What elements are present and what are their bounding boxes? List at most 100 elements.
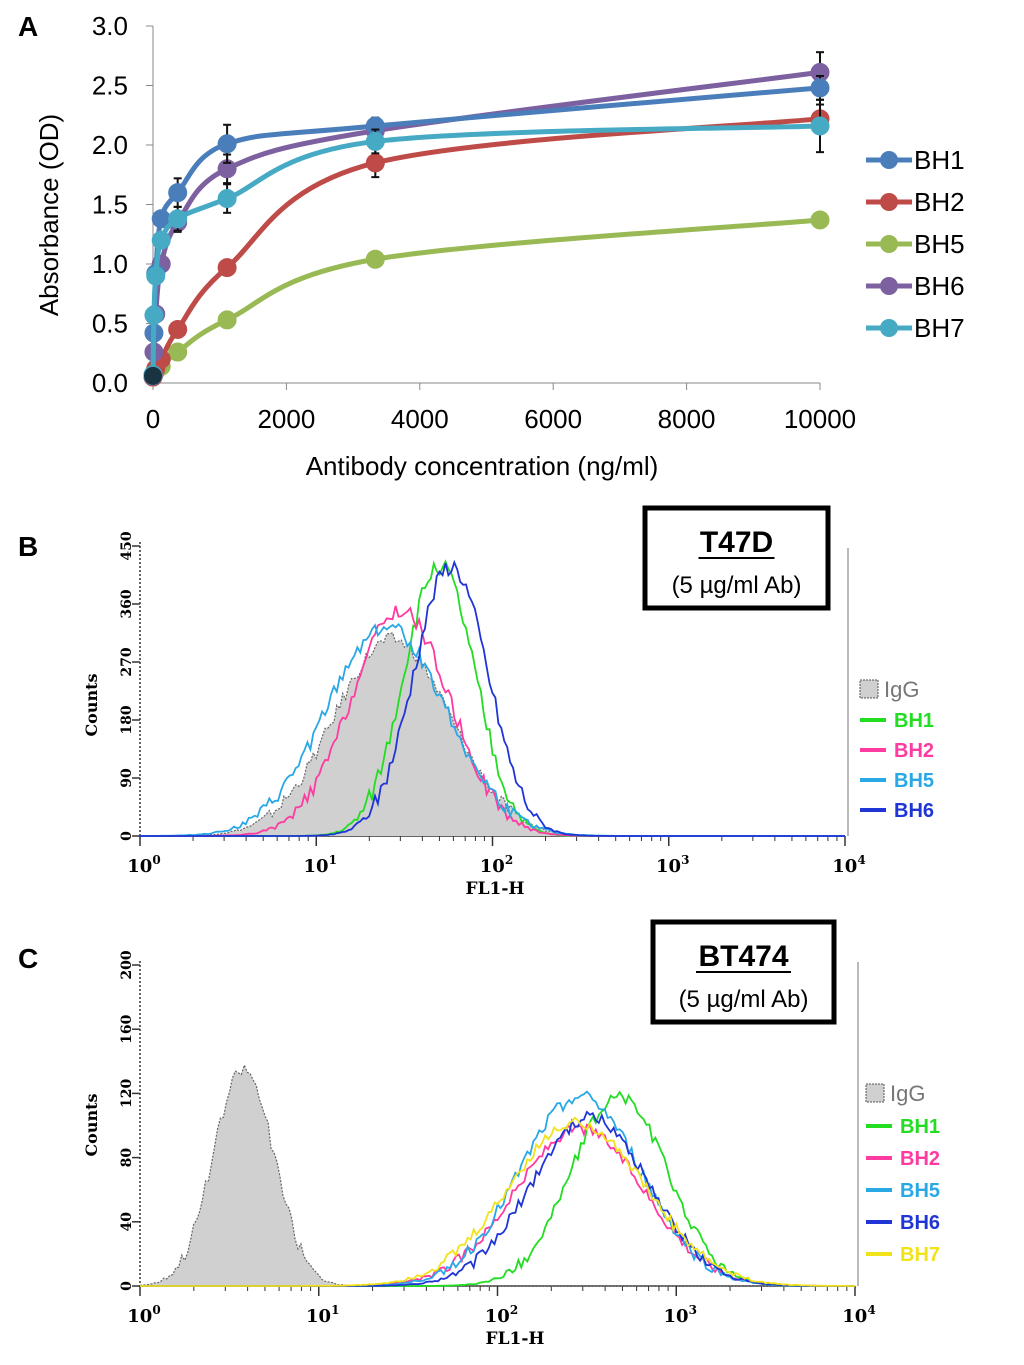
panel-a: A 0.0 0.5 1.0 1.5 2.0 2.5 3.0 0 2000 4000 6000 8000 1…: [18, 11, 965, 481]
panel-label: C: [18, 943, 38, 974]
legend-item-bh6: BH6: [860, 800, 934, 822]
x-tick-label: 100: [127, 1303, 160, 1327]
legend-marker: [880, 151, 898, 169]
series-bh6: [143, 51, 830, 386]
data-point: [168, 319, 188, 339]
histogram-bh6: [140, 559, 845, 837]
y-tick-label: 3.0: [92, 11, 128, 41]
x-tick-label: 102: [480, 853, 513, 877]
y-axis-title: Counts: [82, 673, 101, 736]
y-axis-title: Counts: [82, 1093, 101, 1156]
y-tick-label: 180: [119, 705, 135, 734]
y-tick-label: 80: [119, 1148, 135, 1168]
y-tick-label: 0: [119, 831, 135, 841]
legend-item-bh5: BH5: [860, 770, 934, 792]
x-tick-label: 103: [664, 1303, 697, 1327]
panel-title: T47D: [700, 526, 773, 559]
data-point: [146, 266, 166, 286]
legend-marker: [880, 277, 898, 295]
data-point: [365, 131, 385, 151]
legend-label: BH1: [894, 710, 934, 732]
x-tick-label: 102: [485, 1303, 518, 1327]
y-tick-label: 160: [119, 1014, 135, 1043]
title-box: T47D (5 µg/ml Ab): [642, 505, 831, 611]
x-tick-label: 104: [842, 1303, 875, 1327]
histogram-line: [140, 1116, 855, 1287]
panel-b: B 100 101 102 103 104 0 90 180 270 360 450 FL1-H Coun…: [18, 505, 934, 899]
y-tick-label: 270: [119, 647, 135, 676]
legend-item-bh1: BH1: [860, 710, 934, 732]
title-box: BT474 (5 µg/ml Ab): [650, 919, 837, 1025]
legend-item-bh6: BH6: [866, 1212, 940, 1234]
legend-label: BH1: [900, 1116, 940, 1138]
legend-item-igg: IgG: [865, 1081, 925, 1106]
data-point: [810, 78, 830, 98]
legend-label: BH5: [914, 229, 965, 259]
data-point: [168, 183, 188, 203]
x-tick-label: 100: [127, 853, 160, 877]
panel-title: BT474: [698, 940, 788, 973]
legend-item-bh7: BH7: [866, 313, 965, 343]
legend-label: BH5: [900, 1180, 940, 1202]
histogram-igg: [139, 1063, 855, 1287]
data-point: [365, 249, 385, 269]
y-tick-label: 2.0: [92, 130, 128, 160]
series-line: [150, 123, 823, 378]
data-point: [217, 310, 237, 330]
panel-subtitle: (5 µg/ml Ab): [672, 572, 802, 599]
y-tick-label: 200: [119, 950, 135, 979]
legend-item-bh2: BH2: [860, 740, 934, 762]
y-tick-label: 450: [119, 531, 135, 560]
panel-label: B: [18, 531, 38, 562]
y-tick-label: 90: [119, 768, 135, 788]
x-tick-label: 6000: [524, 404, 582, 434]
legend-label: BH2: [894, 740, 934, 762]
legend-label: BH6: [914, 271, 965, 301]
legend-label: BH7: [914, 313, 965, 343]
x-tick-label: 0: [146, 404, 160, 434]
histogram-fill: [140, 632, 845, 836]
x-tick-label: 10000: [784, 404, 856, 434]
legend-label: BH6: [894, 800, 934, 822]
legend-label: IgG: [890, 1081, 925, 1106]
legend-label: IgG: [884, 677, 919, 702]
y-axis-title: Absorbance (OD): [34, 114, 64, 316]
legend-item-bh2: BH2: [866, 1148, 940, 1170]
x-tick-label: 4000: [391, 404, 449, 434]
legend-label: BH2: [914, 187, 965, 217]
y-tick-label: 120: [119, 1079, 135, 1108]
legend-item-bh5: BH5: [866, 229, 965, 259]
data-point: [217, 134, 237, 154]
legend-item-bh1: BH1: [866, 1116, 940, 1138]
data-point: [151, 230, 171, 250]
y-tick-label: 0.5: [92, 309, 128, 339]
panel-c: C 100 101 102 103 104 0 40 80 120 160 200 FL1-H Count…: [18, 919, 940, 1349]
data-point: [217, 189, 237, 209]
legend-label: BH7: [900, 1244, 940, 1266]
data-point: [144, 305, 164, 325]
histogram-line: [140, 559, 845, 837]
data-point: [365, 153, 385, 173]
series-line: [150, 85, 823, 379]
legend-label: BH6: [900, 1212, 940, 1234]
data-point: [144, 366, 162, 385]
legend-marker: [880, 235, 898, 253]
x-tick-label: 103: [656, 853, 689, 877]
y-tick-label: 1.0: [92, 249, 128, 279]
legend-marker: [880, 319, 898, 337]
series-bh1: [143, 74, 830, 386]
data-point: [810, 210, 830, 230]
legend-item-bh6: BH6: [866, 271, 965, 301]
x-tick-label: 101: [304, 853, 337, 877]
panel-a-label: A: [18, 11, 38, 42]
x-axis-title: FL1-H: [466, 879, 525, 899]
y-tick-label: 0.0: [92, 368, 128, 398]
y-tick-label: 0: [119, 1281, 135, 1291]
y-tick-label: 360: [119, 589, 135, 618]
data-point: [810, 116, 830, 136]
y-tick-label: 1.5: [92, 190, 128, 220]
y-tick-label: 2.5: [92, 71, 128, 101]
x-tick-label: 8000: [658, 404, 716, 434]
data-point: [168, 342, 188, 362]
series-bh5: [143, 210, 830, 387]
